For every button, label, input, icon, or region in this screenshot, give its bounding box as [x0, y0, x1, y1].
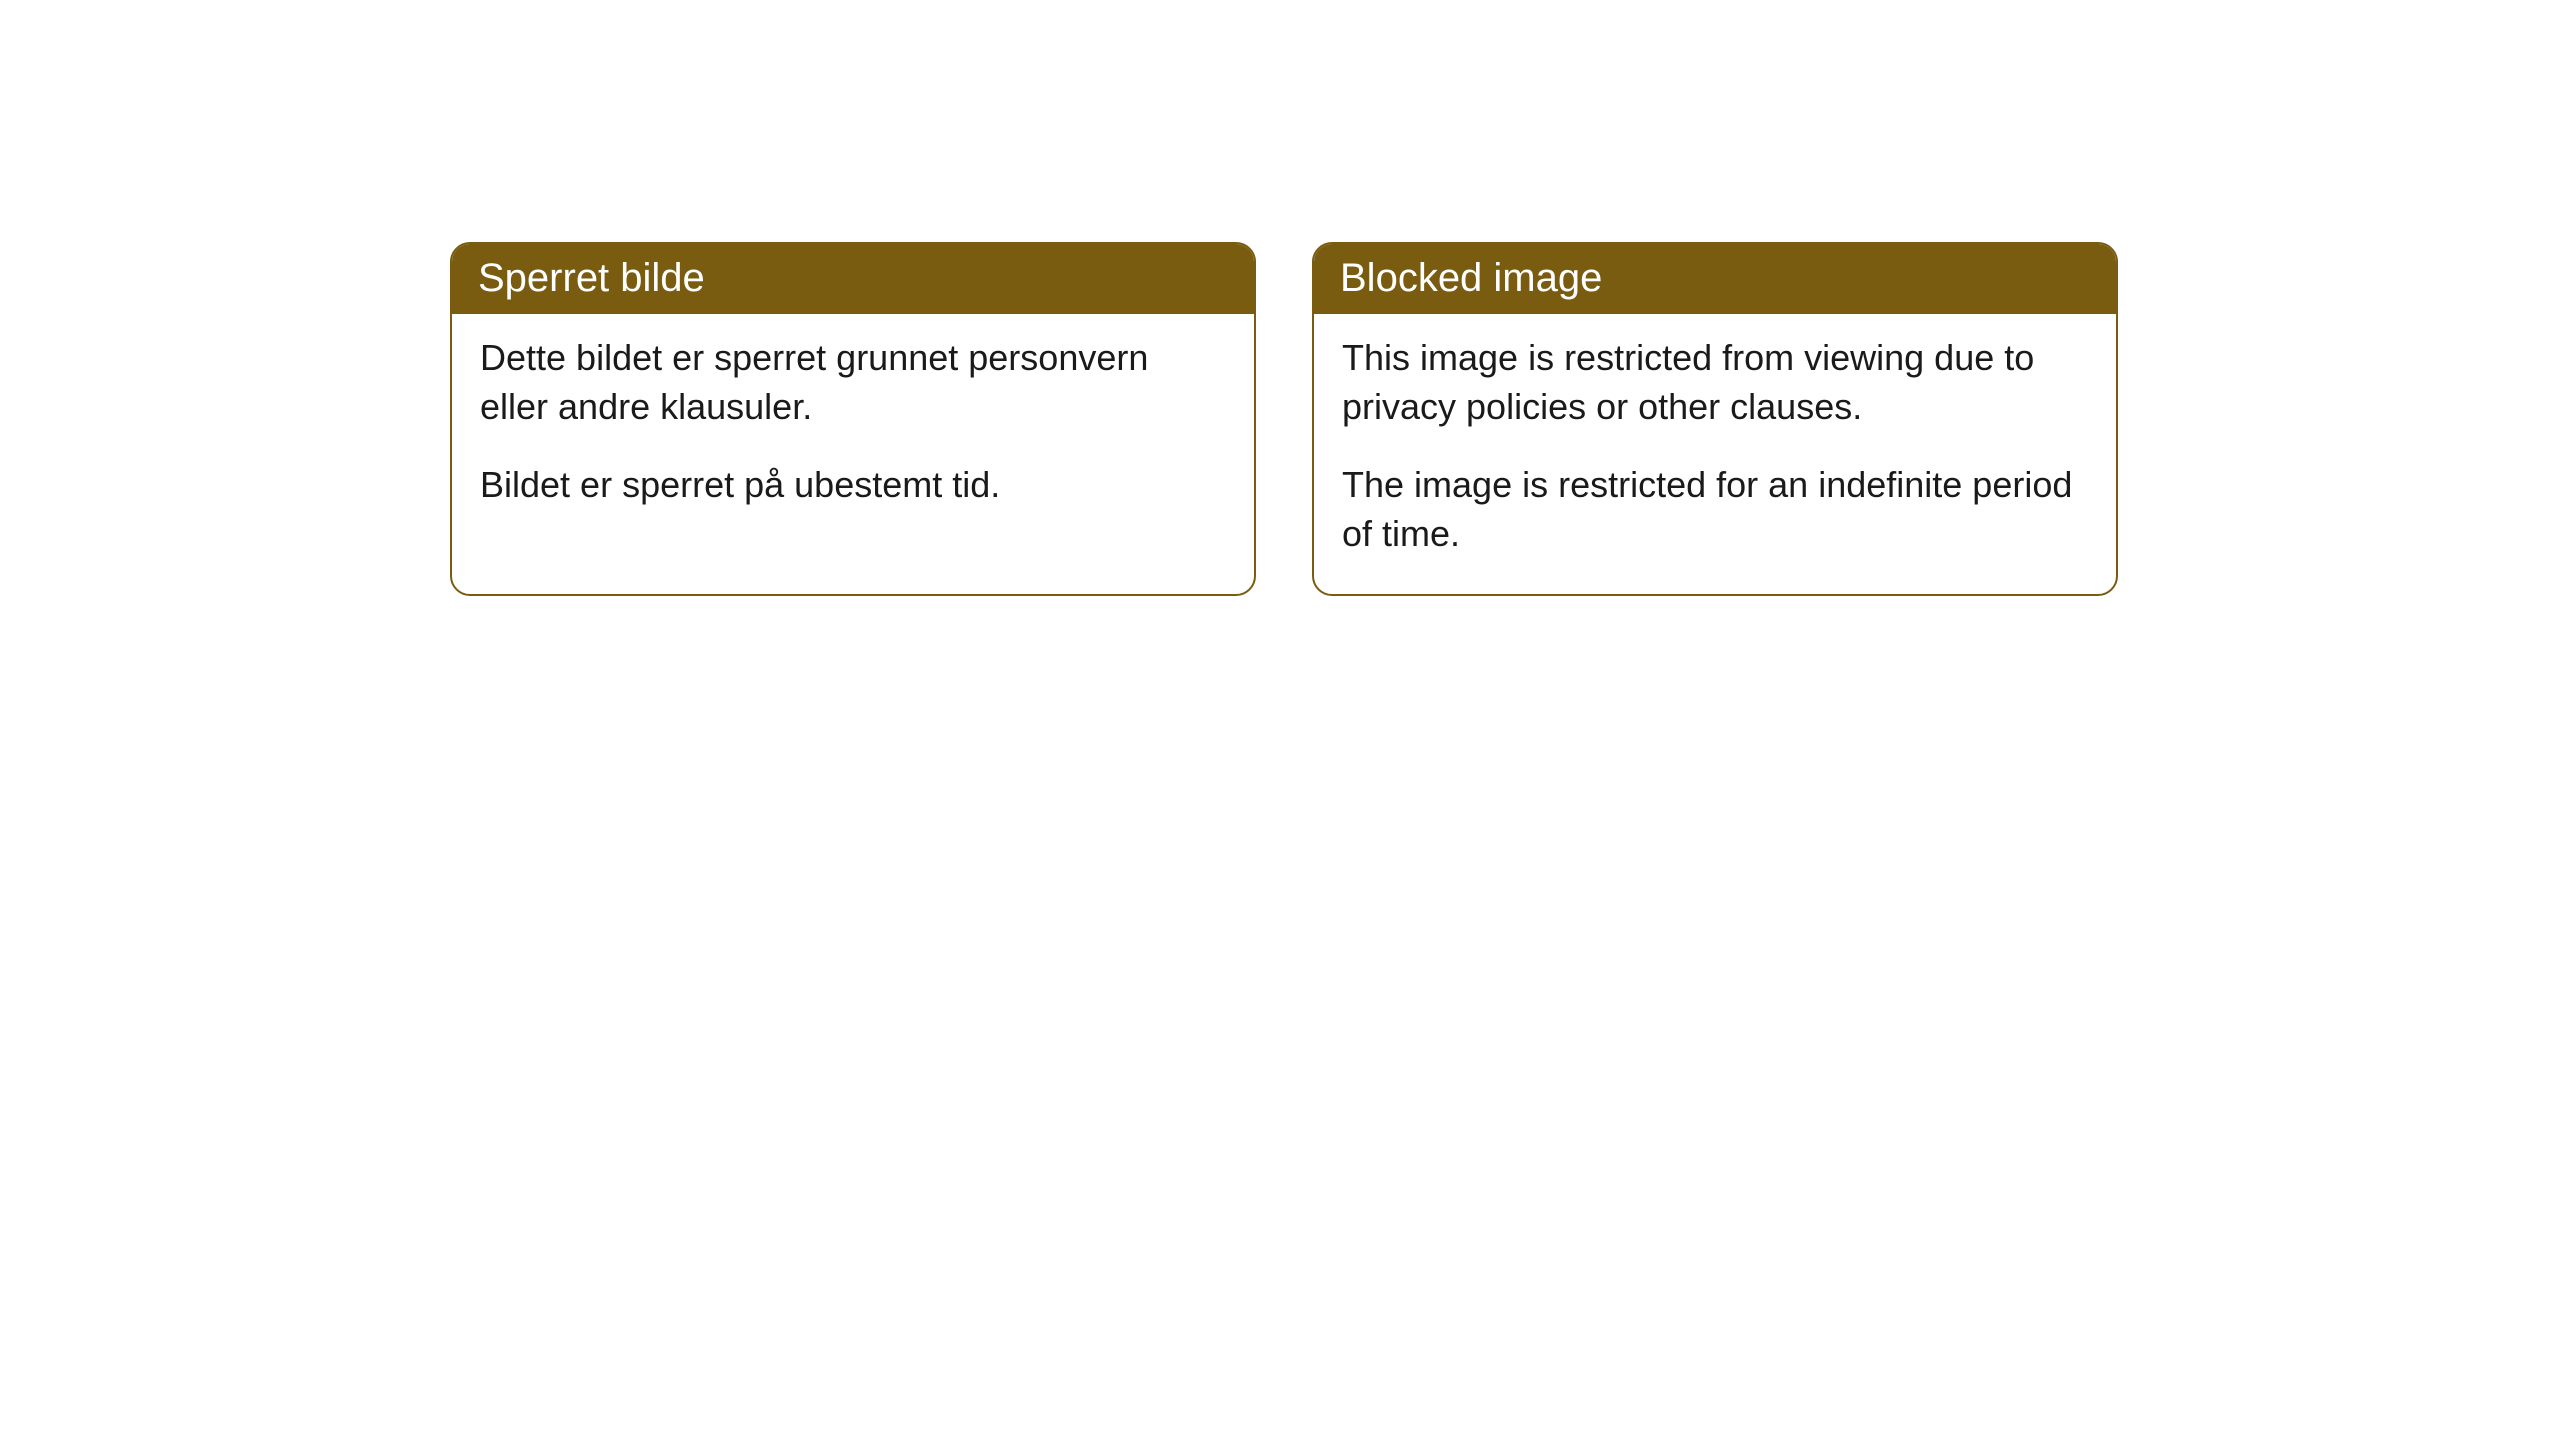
- card-body-english: This image is restricted from viewing du…: [1314, 314, 2116, 594]
- card-english: Blocked image This image is restricted f…: [1312, 242, 2118, 596]
- card-paragraph: The image is restricted for an indefinit…: [1342, 461, 2088, 558]
- card-body-norwegian: Dette bildet er sperret grunnet personve…: [452, 314, 1254, 546]
- cards-container: Sperret bilde Dette bildet er sperret gr…: [450, 242, 2560, 596]
- card-paragraph: Bildet er sperret på ubestemt tid.: [480, 461, 1226, 510]
- card-paragraph: Dette bildet er sperret grunnet personve…: [480, 334, 1226, 431]
- card-paragraph: This image is restricted from viewing du…: [1342, 334, 2088, 431]
- card-norwegian: Sperret bilde Dette bildet er sperret gr…: [450, 242, 1256, 596]
- card-header-norwegian: Sperret bilde: [452, 244, 1254, 314]
- card-header-english: Blocked image: [1314, 244, 2116, 314]
